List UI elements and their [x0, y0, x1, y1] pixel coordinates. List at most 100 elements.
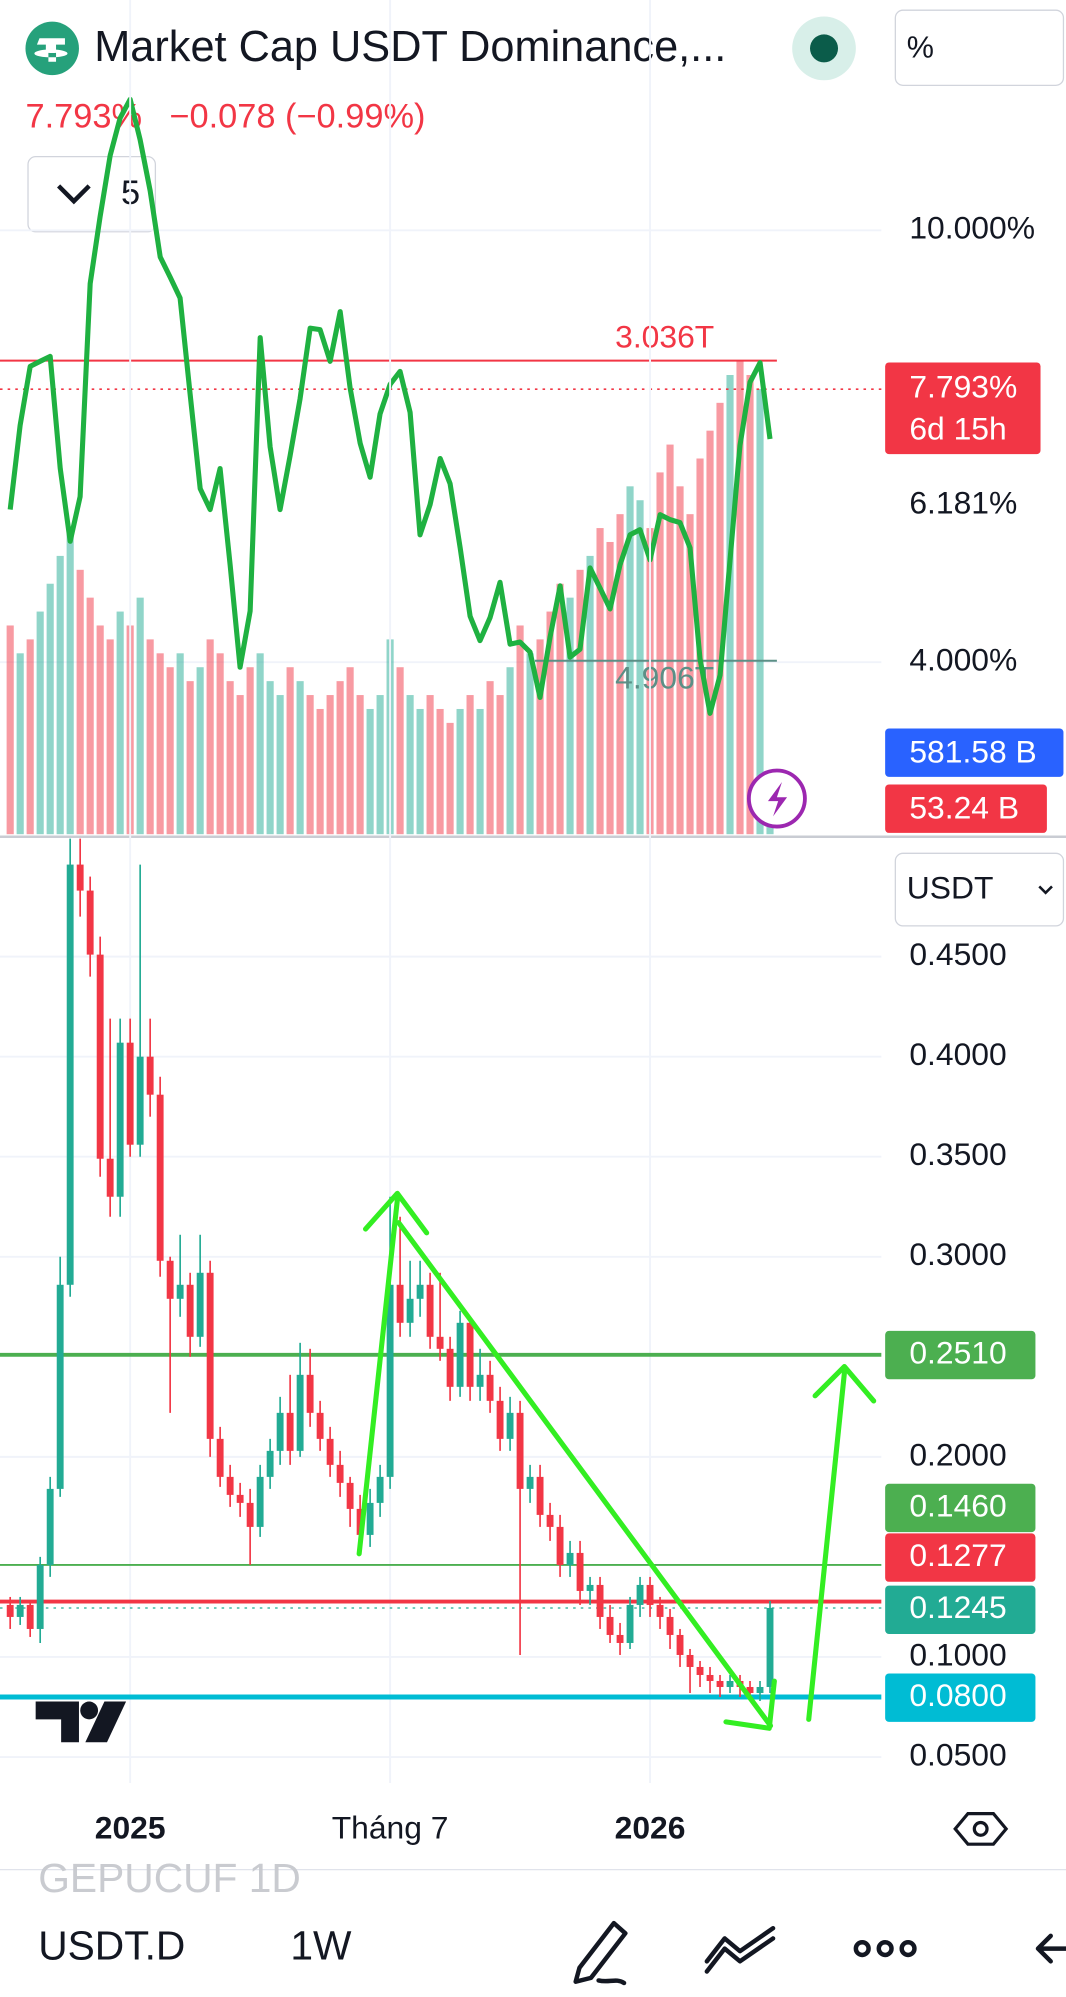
candle-body: [116, 1042, 124, 1197]
candle-body: [426, 1284, 434, 1337]
volume-bar: [476, 708, 484, 835]
pencil-icon[interactable]: [573, 1920, 628, 1986]
volume-bar: [726, 375, 734, 835]
volume-bar: [616, 514, 624, 835]
candle-body: [36, 1564, 44, 1629]
candle-body: [416, 1284, 424, 1299]
volume-bar: [86, 597, 94, 835]
volume-bar: [666, 444, 674, 835]
candle-body: [466, 1322, 474, 1387]
currency-box[interactable]: [894, 852, 1065, 927]
volume-bar: [506, 667, 514, 835]
candle-body: [516, 1412, 524, 1489]
volume-bar: [716, 402, 724, 835]
candle-body: [406, 1298, 414, 1323]
candle-body: [6, 1604, 14, 1617]
candle-body: [56, 1284, 64, 1489]
volume-bar: [606, 541, 614, 835]
volume-bar: [406, 695, 414, 835]
indicators-icon[interactable]: [704, 1925, 776, 1974]
volume-bar: [706, 430, 714, 835]
currency: USDT: [907, 870, 994, 906]
more-dot: [899, 1940, 917, 1958]
y-tick-label: 0.3500: [909, 1136, 1006, 1172]
volume-bar: [746, 375, 754, 835]
x-tick-label: 2025: [95, 1810, 166, 1846]
candle-body: [376, 1476, 384, 1503]
bottom-panel: 2025 Tháng 7 2026 0.0500 0.1000 0.2000 0.3000 0…: [0, 0, 1036, 1846]
volume-bar: [166, 667, 174, 835]
back-icon[interactable]: [1035, 1933, 1066, 1964]
candle-body: [706, 1674, 714, 1681]
volume-tag-label: 581.58 B: [909, 733, 1036, 769]
volume-bar: [56, 555, 64, 835]
x-tick-label: Tháng 7: [332, 1810, 449, 1846]
volume-bar: [76, 569, 84, 835]
candle-body: [506, 1412, 514, 1439]
volume-bar: [496, 695, 504, 835]
candle-body: [336, 1464, 344, 1483]
price-tag: [885, 362, 1041, 455]
candle-body: [286, 1412, 294, 1451]
symbol-title[interactable]: Market Cap USDT Dominance,...: [94, 23, 726, 71]
countdown: 6d 15h: [909, 411, 1006, 447]
candle-body: [176, 1284, 184, 1299]
drawn-arrow-head: [812, 1364, 877, 1404]
drawn-arrow-head: [362, 1190, 430, 1236]
y-tick-label: 0.3000: [909, 1236, 1006, 1272]
level-tag-label: 0.1460: [909, 1487, 1006, 1523]
volume-bar: [246, 667, 254, 835]
candle-body: [586, 1584, 594, 1591]
candle-body: [16, 1604, 24, 1617]
volume-bar: [156, 653, 164, 835]
chevron: [1038, 885, 1053, 895]
candle-body: [546, 1514, 554, 1527]
candle-body: [236, 1494, 244, 1503]
volume-bar: [106, 639, 114, 835]
drawn-arrow: [356, 1197, 400, 1557]
volume-bar: [26, 639, 34, 835]
volume-bar: [136, 597, 144, 835]
candle-body: [496, 1400, 504, 1439]
candle-body: [146, 1056, 154, 1095]
more-dot[interactable]: [853, 1940, 871, 1958]
tether-glyph: [34, 38, 68, 62]
scale-box[interactable]: [894, 9, 1065, 86]
status-dot: [810, 34, 839, 63]
volume-bar: [96, 625, 104, 835]
candle-body: [326, 1438, 334, 1465]
symbol[interactable]: USDT.D: [38, 1922, 185, 1968]
y-tick-label: 0.1000: [909, 1636, 1006, 1672]
candle-body: [316, 1412, 324, 1439]
x-tick-label: 2026: [615, 1810, 686, 1846]
volume-bar: [216, 653, 224, 835]
scale-mode: %: [907, 31, 934, 65]
volume-bar: [686, 514, 694, 835]
candle-body: [716, 1680, 724, 1687]
volume-bar: [296, 681, 304, 835]
volume-bar: [286, 667, 294, 835]
y-tick-label: 0.0500: [909, 1736, 1006, 1772]
candle-body: [636, 1584, 644, 1605]
price-tag-label: 7.793%: [909, 369, 1017, 405]
indicator-toggle[interactable]: [27, 156, 157, 233]
level-tag: [885, 1673, 1036, 1722]
volume-bar: [636, 500, 644, 835]
candle-body: [626, 1604, 634, 1643]
volume-bar: [276, 695, 284, 835]
change-value: −0.078 (−0.99%): [169, 98, 425, 136]
volume-bar: [436, 708, 444, 835]
settings-icon[interactable]: [953, 1812, 1009, 1846]
drawn-trend-line: [396, 1220, 774, 1729]
volume-bar: [16, 653, 24, 835]
volume-bar: [566, 597, 574, 835]
candle-body: [606, 1616, 614, 1635]
candle-body: [556, 1526, 564, 1565]
candle-body: [696, 1666, 704, 1675]
volume-bar: [356, 695, 364, 835]
drawn-arrow-head: [723, 1678, 777, 1731]
volume-bar: [426, 695, 434, 835]
volume-bar: [146, 639, 154, 835]
candle-body: [746, 1686, 754, 1693]
interval[interactable]: 1W: [290, 1922, 352, 1968]
